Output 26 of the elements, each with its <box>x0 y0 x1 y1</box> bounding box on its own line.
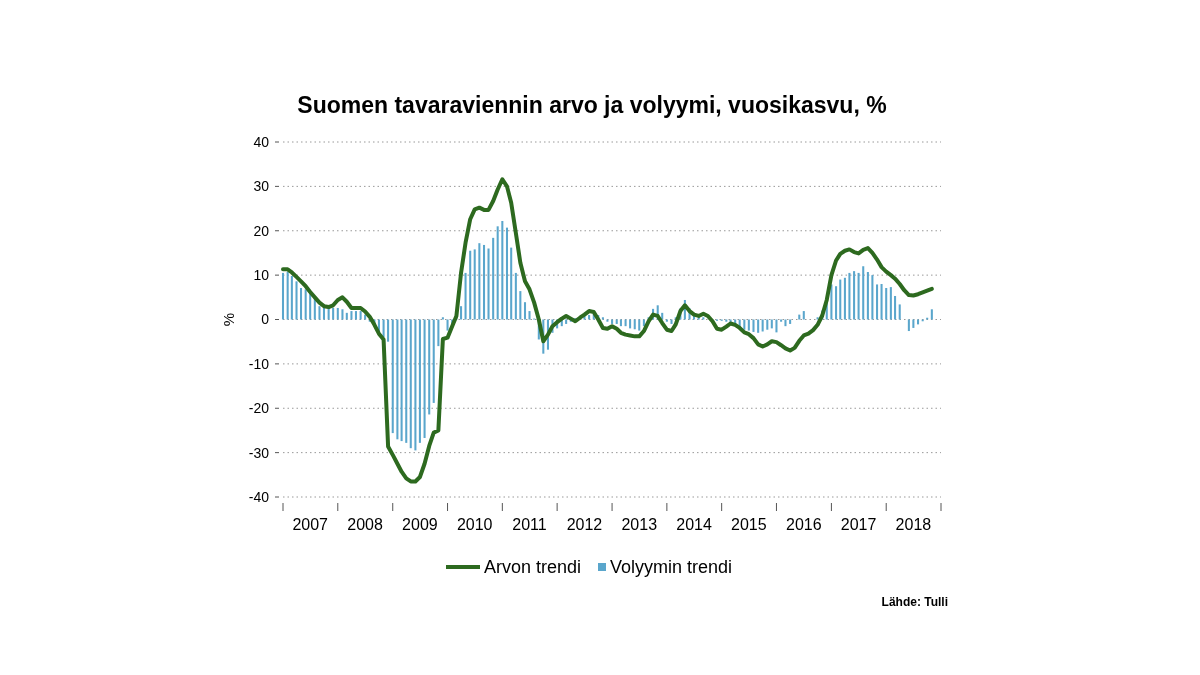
x-tick-label: 2014 <box>676 516 712 533</box>
x-tick-label: 2011 <box>512 516 547 533</box>
y-tick-label: 10 <box>253 267 270 284</box>
x-tick-label: 2010 <box>456 516 493 533</box>
x-tick-label: 2018 <box>895 516 932 533</box>
text: Lähde: Tulli <box>881 595 948 609</box>
x-tick-label: 2017 <box>840 516 877 533</box>
y-axis-title: % <box>220 312 237 327</box>
y-tick-label: 0 <box>261 311 270 328</box>
chart-title: Suomen tavaraviennin arvo ja volyymi, vuosikasvu, % <box>297 92 887 118</box>
y-tick-label: -20 <box>248 400 270 417</box>
x-tick-label: 2016 <box>785 516 822 533</box>
x-tick-label: 2013 <box>621 516 658 533</box>
y-tick-label: 20 <box>253 222 270 239</box>
x-tick-label: 2009 <box>402 516 438 533</box>
y-tick-label: 30 <box>253 178 270 195</box>
legend-label: Arvon trendi <box>484 557 582 578</box>
y-tick-label: 40 <box>253 133 270 150</box>
legend-label: Volyymin trendi <box>610 557 733 578</box>
x-tick-label: 2012 <box>566 516 603 533</box>
x-tick-label: 2008 <box>347 516 384 533</box>
x-tick-label: 2015 <box>731 516 767 533</box>
y-tick-label: -40 <box>248 488 270 505</box>
x-tick-label: 2007 <box>292 516 329 533</box>
y-tick-label: -10 <box>248 355 270 372</box>
y-tick-label: -30 <box>248 444 270 461</box>
